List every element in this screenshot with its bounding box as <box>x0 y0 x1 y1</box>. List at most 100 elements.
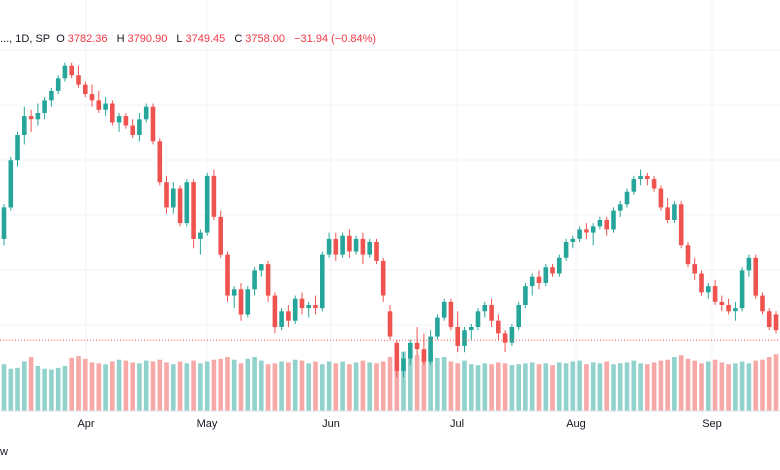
candle-body <box>374 242 379 261</box>
candle-body <box>49 90 54 101</box>
candle <box>462 327 467 353</box>
candle <box>123 113 129 129</box>
candle-body <box>523 286 528 305</box>
candle-body <box>272 295 278 328</box>
candle-body <box>299 298 305 309</box>
volume-bar <box>516 364 521 411</box>
volume-bar <box>380 361 386 411</box>
candle-body <box>692 264 697 274</box>
x-tick-label: Sep <box>702 418 722 430</box>
candle-body <box>536 276 542 283</box>
candle-body <box>42 100 47 113</box>
volume-bar <box>475 365 481 411</box>
candle-body <box>1 207 7 239</box>
candle-body <box>604 220 609 230</box>
candle <box>299 292 305 315</box>
candlesticks <box>1 62 779 378</box>
candle <box>1 204 7 246</box>
candle <box>597 216 603 230</box>
candle <box>624 188 630 208</box>
candle-body <box>340 235 345 255</box>
candle-body <box>651 179 657 189</box>
candle <box>35 103 41 126</box>
volume-bar <box>177 361 183 411</box>
volume-bar <box>150 361 156 411</box>
candle-body <box>225 254 230 296</box>
volume-bar <box>489 364 494 411</box>
volume-bar <box>482 363 488 411</box>
candle <box>414 327 420 356</box>
candle-body <box>252 270 257 290</box>
candle-body <box>333 238 339 255</box>
volume-bar <box>279 361 284 411</box>
x-tick-label: Aug <box>566 418 586 430</box>
volume-bar <box>28 357 34 411</box>
candle <box>137 113 142 142</box>
candle <box>313 295 318 315</box>
volume-bar <box>773 354 779 411</box>
volume-bar <box>685 358 691 411</box>
volume-bar <box>333 363 339 411</box>
candle-body <box>103 103 108 110</box>
volume-bar <box>130 362 135 411</box>
candle-body <box>198 232 203 239</box>
legend-low-label: L <box>176 33 183 45</box>
volume-bar <box>387 357 393 411</box>
candle <box>171 182 176 214</box>
volume-bar <box>171 364 176 411</box>
candle-body <box>353 238 359 252</box>
candle <box>110 100 115 126</box>
candle-body <box>414 342 420 350</box>
candle-body <box>408 342 413 359</box>
candle-body <box>529 276 535 287</box>
candle <box>577 226 582 242</box>
candle <box>645 172 650 186</box>
candle-body <box>15 135 20 161</box>
candle <box>245 286 251 318</box>
candle <box>225 251 230 302</box>
candle <box>469 323 474 340</box>
volume-bar <box>462 360 467 411</box>
volume-bar <box>204 361 210 411</box>
volume-bar <box>739 361 745 411</box>
candle <box>428 330 433 365</box>
volume-bar <box>110 361 115 411</box>
candle <box>265 260 271 302</box>
candle <box>746 254 752 277</box>
candle-body <box>387 311 393 337</box>
volume-bar <box>563 363 569 411</box>
candle <box>238 283 244 321</box>
volume-bar <box>353 362 359 411</box>
volume-bar <box>536 364 542 411</box>
volume-bar <box>49 369 54 411</box>
candle-body <box>292 298 298 321</box>
candle <box>631 175 637 195</box>
candle <box>116 113 122 132</box>
candle <box>204 172 210 236</box>
candle-body <box>28 116 34 120</box>
candle <box>326 232 332 258</box>
candle-body <box>448 301 454 328</box>
candle-body <box>455 327 460 346</box>
candle <box>489 298 494 327</box>
candle <box>49 87 54 107</box>
volume-bar <box>347 364 352 411</box>
candle <box>773 311 779 334</box>
candle-body <box>624 191 630 205</box>
volume-bar <box>184 363 190 411</box>
candle <box>766 308 772 331</box>
candle <box>347 229 352 258</box>
volume-bar <box>211 359 217 411</box>
candle <box>83 81 88 98</box>
candle-body <box>35 113 41 120</box>
candle <box>157 138 163 186</box>
volume-bar <box>157 359 163 411</box>
candle-body <box>428 336 433 362</box>
candle <box>353 235 359 255</box>
candle <box>150 103 156 145</box>
attribution-text[interactable]: w <box>0 446 8 458</box>
candle <box>733 301 738 321</box>
candle-body <box>76 75 81 85</box>
